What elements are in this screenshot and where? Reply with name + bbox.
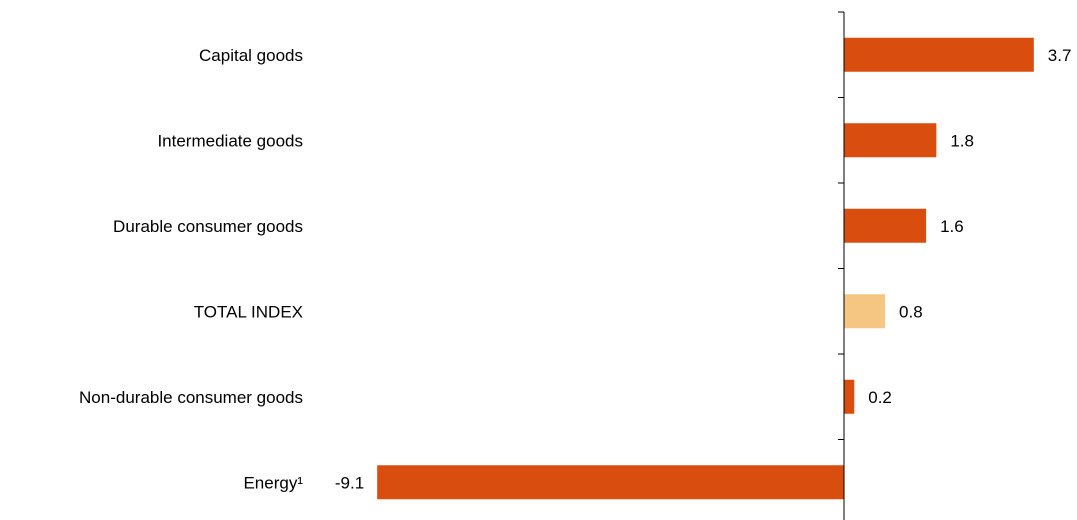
bar-energy [377,465,844,500]
bars-group [377,37,1034,500]
bar-non-durable-consumer-goods [844,379,855,414]
bar-durable-consumer-goods [844,208,927,243]
value-label: 0.2 [868,388,892,407]
category-label: Non-durable consumer goods [79,388,303,407]
category-labels-group: Capital goods Intermediate goods Durable c… [79,46,303,493]
category-label: Capital goods [199,46,303,65]
value-label: 3.7 [1048,46,1072,65]
bar-intermediate-goods [844,123,937,158]
category-label: Durable consumer goods [113,217,303,236]
bar-total-index [844,294,886,329]
value-labels-group: 3.7 1.8 1.6 0.8 0.2 -9.1 [335,46,1072,493]
category-label: Intermediate goods [157,131,303,150]
value-label: -9.1 [335,473,364,492]
value-label: 0.8 [899,302,923,321]
value-label: 1.8 [950,131,974,150]
category-label: Energy¹ [243,473,303,492]
bar-capital-goods [844,37,1034,72]
value-label: 1.6 [940,217,964,236]
category-label: TOTAL INDEX [194,302,303,321]
axis-group [838,11,845,520]
